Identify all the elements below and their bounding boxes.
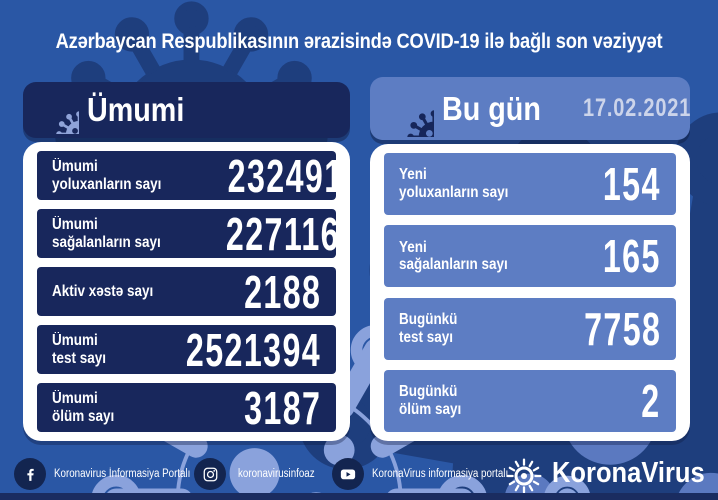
logo-text: KoronaVirus (552, 457, 705, 489)
stat-row-new-infected: Yeni yoluxanların sayı 154 (384, 153, 676, 215)
today-stats-section: Bu gün 17.02.2021 Yeni yoluxanların sayı… (370, 77, 690, 441)
bottom-edge-bar (0, 493, 718, 500)
instagram-icon (194, 458, 226, 490)
stat-label: Ümumi sağalanların sayı (52, 215, 161, 251)
stat-label: Yeni sağalanların sayı (399, 238, 508, 274)
stat-label: Ümumi test sayı (52, 331, 106, 367)
stat-value: 3187 (243, 381, 321, 434)
stat-value: 2521394 (185, 323, 321, 376)
stat-row-total-deaths: Ümumi ölüm sayı 3187 (37, 381, 336, 434)
stat-label: Aktiv xəstə sayı (52, 282, 154, 300)
stat-value: 154 (603, 158, 661, 210)
koronavirus-logo: KoronaVirus info (505, 454, 718, 495)
youtube-icon (332, 458, 364, 490)
stat-label: Bugünkü ölüm sayı (399, 383, 462, 418)
stat-row-active-cases: Aktiv xəstə sayı 2188 (37, 265, 336, 318)
instagram-label: koronavirusinfoaz (238, 468, 315, 480)
stat-value: 2 (641, 374, 661, 427)
stat-row-total-recovered: Ümumi sağalanların sayı 227116 (37, 208, 339, 260)
stat-row-today-deaths: Bugünkü ölüm sayı 2 (384, 369, 676, 432)
facebook-icon (14, 458, 46, 490)
report-date: 17.02.2021 (582, 94, 690, 122)
stat-value: 232491 (227, 149, 344, 202)
virus-sunburst-icon (506, 458, 542, 494)
page-title: Azərbaycan Respublikasının ərazisində CO… (55, 29, 663, 53)
youtube-label: KoronaVirus informasiya portalı (372, 468, 509, 480)
stat-row-total-infected: Ümumi yoluxanların sayı 232491 (37, 150, 342, 202)
stat-label: Ümumi yoluxanların sayı (52, 157, 162, 193)
facebook-label: Koronavirus İnformasiya Portalı (54, 468, 191, 480)
stat-row-today-tests: Bugünkü test sayı 7758 (384, 297, 676, 360)
virus-icon (55, 110, 79, 134)
stat-row-total-tests: Ümumi test sayı 2521394 (37, 323, 336, 376)
today-stats-panel: Yeni yoluxanların sayı 154 Yeni sağalanl… (370, 144, 690, 441)
cumulative-stats-section: Ümumi Ümumi yoluxanların sayı 232491 Ümu… (23, 82, 350, 441)
footer: Koronavirus İnformasiya Portalı koronavi… (0, 450, 718, 495)
stat-value: 2188 (243, 265, 321, 318)
stat-value: 165 (603, 230, 661, 283)
stat-value: 7758 (583, 302, 661, 355)
left-panel-title: Ümumi (87, 91, 185, 128)
stat-label: Yeni yoluxanların sayı (399, 166, 509, 201)
left-panel-header: Ümumi (23, 82, 350, 138)
stat-value: 227116 (225, 207, 340, 260)
stat-row-new-recovered: Yeni sağalanların sayı 165 (384, 225, 676, 288)
stat-label: Ümumi ölüm sayı (52, 389, 115, 425)
virus-icon (406, 108, 434, 137)
right-panel-title: Bu gün (442, 89, 541, 127)
cumulative-stats-panel: Ümumi yoluxanların sayı 232491 Ümumi sağ… (23, 142, 350, 441)
right-panel-header: Bu gün 17.02.2021 (370, 77, 690, 140)
stat-label: Bugünkü test sayı (399, 310, 458, 346)
